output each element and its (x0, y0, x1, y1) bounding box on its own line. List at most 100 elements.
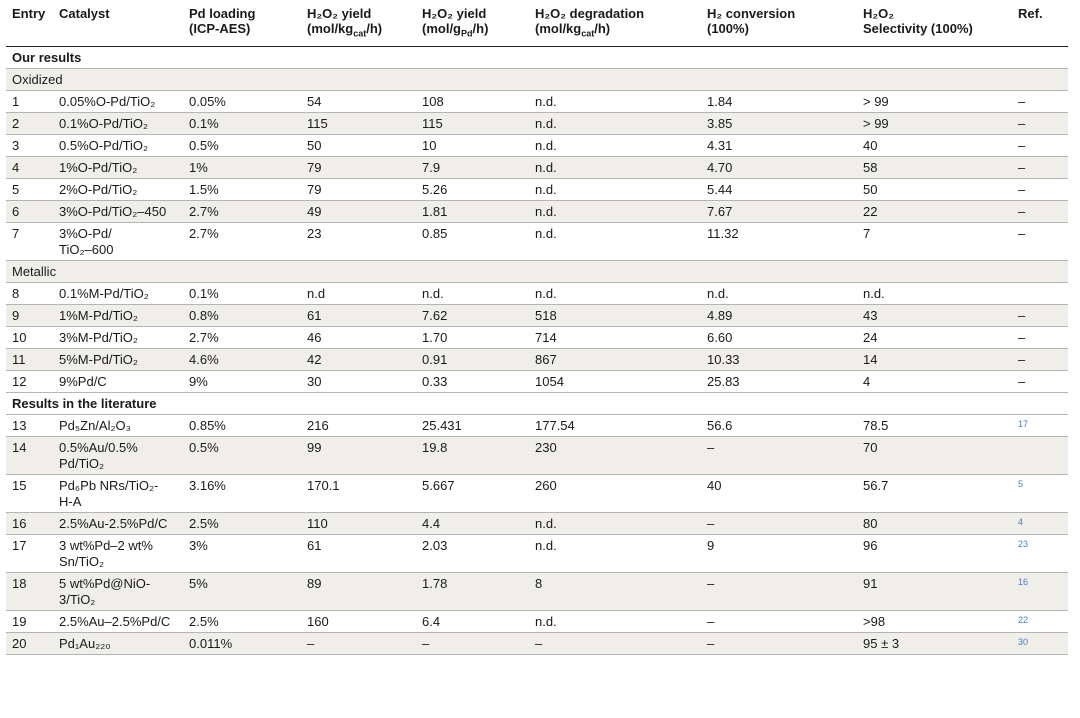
cell-h2-conversion: 4.70 (701, 156, 857, 179)
cell-selectivity: 95 ± 3 (857, 632, 1012, 655)
cell-entry: 14 (6, 436, 53, 475)
cell-yield-g: 1.70 (416, 326, 529, 349)
cell-entry: 2 (6, 112, 53, 135)
cell-entry: 11 (6, 348, 53, 371)
cell-h2-conversion: 1.84 (701, 90, 857, 113)
table-row: 17 3 wt%Pd–2 wt% Sn/TiO₂ 3% 61 2.03 n.d. 9 96 23 (6, 534, 1068, 573)
section-our-results-label: Our results (6, 46, 1068, 69)
col-ref: Ref. (1012, 0, 1068, 47)
cell-catalyst: 0.1%M-Pd/TiO₂ (53, 282, 183, 305)
header-row: Entry Catalyst Pd loading (ICP-AES) H₂O₂ … (6, 0, 1068, 47)
cell-ref: – (1012, 222, 1068, 261)
section-oxidized: Oxidized (6, 68, 1068, 91)
cell-degradation: 518 (529, 304, 701, 327)
cell-catalyst: 0.5%O-Pd/TiO₂ (53, 134, 183, 157)
cell-pd-loading: 2.5% (183, 512, 301, 535)
col-selectivity: H₂O₂ Selectivity (100%) (857, 0, 1012, 47)
cell-degradation: n.d. (529, 112, 701, 135)
cell-h2-conversion: 11.32 (701, 222, 857, 261)
cell-h2-conversion: 56.6 (701, 414, 857, 437)
cell-h2-conversion: 4.31 (701, 134, 857, 157)
table-row: 15 Pd₆Pb NRs/TiO₂- H-A 3.16% 170.1 5.667 260 4… (6, 474, 1068, 513)
cell-catalyst: 0.1%O-Pd/TiO₂ (53, 112, 183, 135)
cell-pd-loading: 4.6% (183, 348, 301, 371)
cell-catalyst: 3%O-Pd/ TiO₂–600 (53, 222, 183, 261)
cell-yield-kg: 115 (301, 112, 416, 135)
cell-catalyst: 9%Pd/C (53, 370, 183, 393)
cell-h2-conversion: 7.67 (701, 200, 857, 223)
cell-ref: – (1012, 304, 1068, 327)
cell-entry: 15 (6, 474, 53, 513)
section-metallic: Metallic (6, 260, 1068, 283)
cell-h2-conversion: 10.33 (701, 348, 857, 371)
cell-degradation: n.d. (529, 200, 701, 223)
cell-yield-kg: 49 (301, 200, 416, 223)
cell-h2-conversion: 6.60 (701, 326, 857, 349)
cell-catalyst: 0.05%O-Pd/TiO₂ (53, 90, 183, 113)
cell-yield-g: n.d. (416, 282, 529, 305)
cell-ref: 17 (1012, 414, 1068, 437)
cell-selectivity: 7 (857, 222, 1012, 261)
cell-degradation: n.d. (529, 90, 701, 113)
cell-pd-loading: 0.05% (183, 90, 301, 113)
cell-catalyst: Pd₆Pb NRs/TiO₂- H-A (53, 474, 183, 513)
cell-yield-kg: – (301, 632, 416, 655)
cell-ref: 16 (1012, 572, 1068, 611)
cell-degradation: n.d. (529, 534, 701, 573)
cell-ref: – (1012, 370, 1068, 393)
cell-h2-conversion: 25.83 (701, 370, 857, 393)
cell-entry: 4 (6, 156, 53, 179)
cell-degradation: 8 (529, 572, 701, 611)
cell-pd-loading: 0.5% (183, 436, 301, 475)
cell-pd-loading: 3% (183, 534, 301, 573)
cell-ref: – (1012, 326, 1068, 349)
col-yield-kg: H₂O₂ yield (mol/kgcat/h) (301, 0, 416, 47)
cell-ref (1012, 436, 1068, 475)
cell-selectivity: 24 (857, 326, 1012, 349)
table-row: 16 2.5%Au-2.5%Pd/C 2.5% 110 4.4 n.d. –80 4 (6, 512, 1068, 535)
cell-yield-kg: 23 (301, 222, 416, 261)
cell-pd-loading: 5% (183, 572, 301, 611)
cell-yield-g: 6.4 (416, 610, 529, 633)
cell-h2-conversion: – (701, 572, 857, 611)
cell-pd-loading: 0.8% (183, 304, 301, 327)
table-row: 19 2.5%Au–2.5%Pd/C 2.5% 160 6.4 n.d. – >98 22 (6, 610, 1068, 633)
cell-selectivity: 43 (857, 304, 1012, 327)
section-our-results: Our results (6, 46, 1068, 69)
cell-yield-kg: 160 (301, 610, 416, 633)
cell-entry: 13 (6, 414, 53, 437)
section-literature: Results in the literature (6, 392, 1068, 415)
cell-selectivity: 22 (857, 200, 1012, 223)
cell-selectivity: 78.5 (857, 414, 1012, 437)
col-h2-conversion: H₂ conversion (100%) (701, 0, 857, 47)
cell-catalyst: Pd₅Zn/Al₂O₃ (53, 414, 183, 437)
col-degradation: H₂O₂ degradation (mol/kgcat/h) (529, 0, 701, 47)
cell-h2-conversion: – (701, 512, 857, 535)
cell-degradation: n.d. (529, 610, 701, 633)
table-container: Entry Catalyst Pd loading (ICP-AES) H₂O₂ … (6, 0, 1072, 718)
cell-entry: 18 (6, 572, 53, 611)
cell-pd-loading: 9% (183, 370, 301, 393)
cell-pd-loading: 1% (183, 156, 301, 179)
cell-pd-loading: 1.5% (183, 178, 301, 201)
cell-yield-kg: 170.1 (301, 474, 416, 513)
cell-entry: 12 (6, 370, 53, 393)
section-literature-label: Results in the literature (6, 392, 1068, 415)
cell-yield-g: 115 (416, 112, 529, 135)
cell-yield-g: 7.62 (416, 304, 529, 327)
cell-selectivity: 80 (857, 512, 1012, 535)
cell-ref: 30 (1012, 632, 1068, 655)
cell-entry: 10 (6, 326, 53, 349)
col-yield-g: H₂O₂ yield (mol/gPd/h) (416, 0, 529, 47)
col-pd-loading: Pd loading (ICP-AES) (183, 0, 301, 47)
cell-catalyst: 3%O-Pd/TiO₂–450 (53, 200, 183, 223)
cell-degradation: – (529, 632, 701, 655)
cell-entry: 17 (6, 534, 53, 573)
cell-selectivity: > 99 (857, 112, 1012, 135)
cell-selectivity: 40 (857, 134, 1012, 157)
table-row: 7 3%O-Pd/ TiO₂–600 2.7% 23 0.85 n.d. 11.32 7– (6, 222, 1068, 261)
cell-entry: 19 (6, 610, 53, 633)
cell-pd-loading: 2.5% (183, 610, 301, 633)
cell-selectivity: 91 (857, 572, 1012, 611)
cell-selectivity: 4 (857, 370, 1012, 393)
